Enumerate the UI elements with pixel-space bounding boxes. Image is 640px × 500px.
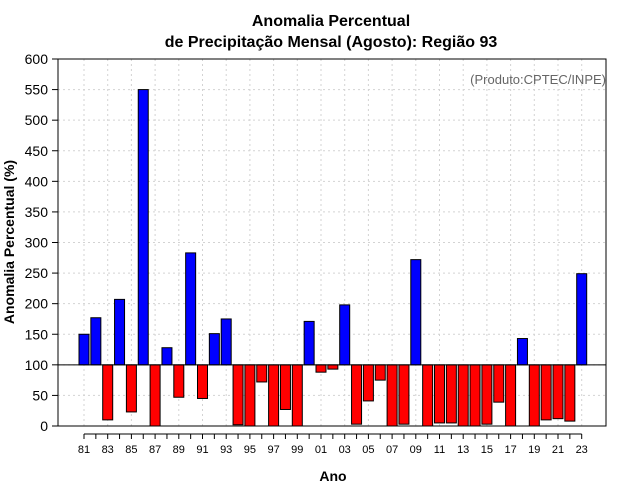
bar-21	[552, 364, 564, 420]
y-tick-label: 400	[25, 173, 49, 189]
x-tick-label: 05	[362, 444, 374, 456]
y-tick-label: 200	[25, 296, 49, 312]
x-axis: 81 83 85 87 89 91 93 95 97 99 01 03 05 07 09 11 13 15 17 19…	[78, 433, 588, 456]
bar-16	[493, 364, 505, 403]
x-tick-label: 91	[196, 444, 208, 456]
chart-title-line2: de Precipitação Mensal (Agosto): Região …	[165, 34, 498, 51]
y-tick-label: 100	[25, 357, 49, 373]
bars	[78, 89, 588, 427]
bar-07	[386, 364, 398, 427]
bar-09	[410, 259, 422, 366]
y-tick-label: 450	[25, 143, 49, 159]
bar-20	[540, 364, 552, 421]
bar-98	[279, 364, 291, 410]
bar-12	[445, 364, 457, 424]
x-tick-label: 01	[315, 444, 327, 456]
bar-84	[114, 298, 126, 366]
y-tick-label: 250	[25, 265, 49, 281]
y-tick-label: 600	[25, 51, 49, 67]
bar-86	[137, 89, 149, 366]
x-tick-label: 89	[173, 444, 185, 456]
y-tick-label: 350	[25, 204, 49, 220]
x-tick-label: 81	[78, 444, 90, 456]
x-tick-label: 95	[244, 444, 256, 456]
bar-14	[469, 364, 481, 427]
bar-04	[351, 364, 363, 425]
y-axis-label: Anomalia Percentual (%)	[1, 160, 17, 324]
bar-05	[362, 364, 374, 402]
bar-15	[481, 364, 493, 425]
bar-93	[220, 318, 232, 366]
x-tick-label: 99	[291, 444, 303, 456]
y-axis: 0 50 100 150 200 250 300 350 400 450 500 550 600	[25, 51, 58, 434]
bar-18	[516, 338, 528, 366]
x-tick-label: 07	[386, 444, 398, 456]
bar-88	[161, 347, 173, 366]
bar-13	[457, 364, 469, 427]
bar-89	[173, 364, 185, 398]
x-tick-label: 23	[576, 444, 588, 456]
x-tick-label: 15	[481, 444, 493, 456]
x-tick-label: 11	[434, 444, 445, 456]
bar-91	[197, 364, 208, 399]
bar-11	[434, 364, 445, 424]
y-tick-label: 550	[25, 82, 49, 98]
bar-06	[374, 364, 386, 381]
bar-03	[339, 304, 351, 366]
bar-90	[185, 252, 197, 366]
bar-96	[256, 364, 268, 383]
bar-22	[564, 364, 576, 422]
bar-01	[315, 364, 327, 373]
x-tick-label: 85	[125, 444, 137, 456]
source-annotation: (Produto:CPTEC/INPE)	[470, 72, 606, 87]
x-axis-label: Ano	[319, 468, 346, 484]
bar-95	[244, 364, 256, 427]
y-tick-label: 500	[25, 112, 49, 128]
y-tick-label: 0	[40, 418, 48, 434]
x-tick-label: 13	[457, 444, 469, 456]
x-tick-label: 93	[220, 444, 232, 456]
bar-94	[232, 364, 244, 426]
bar-83	[102, 364, 114, 421]
bar-08	[398, 364, 410, 425]
x-tick-label: 19	[528, 444, 540, 456]
chart-title-line1: Anomalia Percentual	[252, 13, 410, 30]
bar-85	[125, 364, 137, 413]
y-tick-label: 50	[32, 387, 48, 403]
x-tick-label: 21	[552, 444, 564, 456]
bar-99	[291, 364, 303, 427]
bar-81	[78, 333, 90, 366]
x-tick-label: 97	[267, 444, 279, 456]
x-tick-label: 83	[102, 444, 114, 456]
bar-17	[505, 364, 517, 427]
bar-10	[422, 364, 434, 427]
x-tick-label: 17	[504, 444, 516, 456]
bar-19	[528, 364, 540, 427]
x-tick-label: 03	[339, 444, 351, 456]
bar-92	[208, 333, 220, 366]
bar-23	[576, 273, 588, 366]
x-tick-label: 87	[149, 444, 161, 456]
x-tick-label: 09	[410, 444, 422, 456]
y-tick-label: 150	[25, 326, 49, 342]
y-tick-label: 300	[25, 235, 49, 251]
bar-97	[268, 364, 280, 427]
bar-02	[327, 364, 339, 370]
bar-82	[90, 317, 102, 366]
bar-00	[303, 320, 315, 366]
bar-87	[149, 364, 161, 427]
